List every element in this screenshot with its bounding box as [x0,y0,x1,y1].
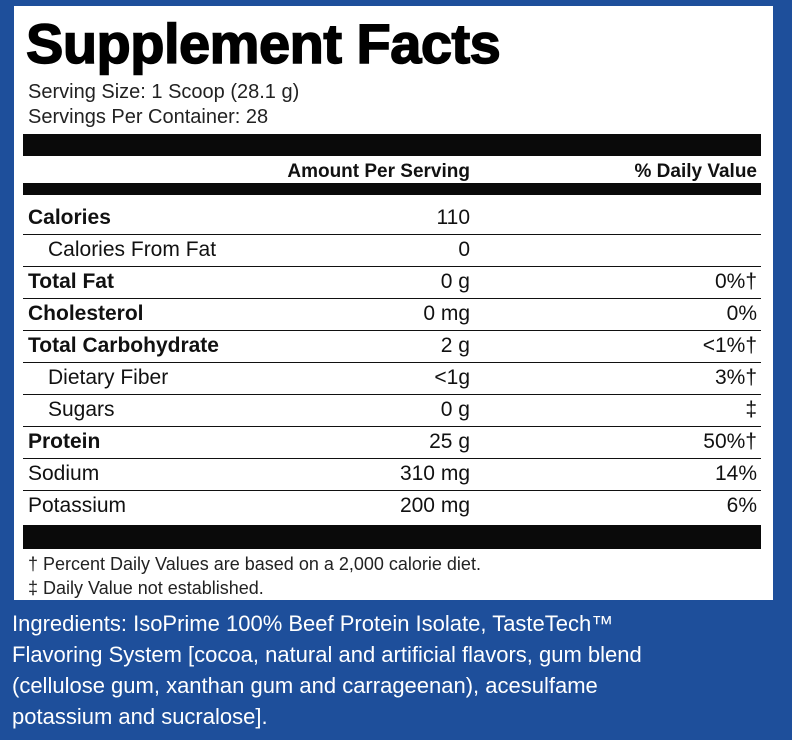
table-row: Protein 25 g 50%† [23,427,761,459]
nutrient-amount: 110 [436,206,470,229]
nutrient-daily-value: 6% [726,494,757,517]
nutrient-label: Potassium [28,494,127,517]
nutrient-daily-value: 3%† [714,366,757,389]
table-row: Total Fat 0 g 0%† [23,267,761,299]
nutrient-amount: 0 g [440,270,470,293]
amount-per-serving-header: Amount Per Serving [287,161,470,182]
panel-title: Supplement Facts [25,11,501,76]
table-row: Potassium 200 mg 6% [23,491,761,522]
ingredients-line: (cellulose gum, xanthan gum and carragee… [12,673,598,698]
nutrient-daily-value: 0%† [714,270,757,293]
ingredients-line: potassium and sucralose]. [12,704,268,729]
supplement-facts-panel: Supplement Facts Serving Size: 1 Scoop (… [14,6,773,600]
daily-value-header: % Daily Value [634,161,757,182]
nutrient-daily-value: ‡ [745,398,757,421]
nutrient-amount: <1g [434,366,470,389]
nutrient-amount: 0 g [440,398,470,421]
table-row: Sugars 0 g ‡ [23,395,761,427]
table-row: Total Carbohydrate 2 g <1%† [23,331,761,363]
servings-per-container: Servings Per Container: 28 [28,106,269,128]
nutrient-daily-value: 14% [714,462,757,485]
nutrient-label: Total Fat [28,270,114,293]
serving-info: Serving Size: 1 Scoop (28.1 g) Servings … [28,80,299,130]
table-row: Calories From Fat 0 [23,235,761,267]
nutrient-label: Calories From Fat [48,238,217,261]
nutrient-label: Total Carbohydrate [28,334,219,357]
table-row: Sodium 310 mg 14% [23,459,761,491]
nutrient-amount: 200 mg [399,494,470,517]
nutrient-amount: 0 [458,238,470,261]
footnotes: † Percent Daily Values are based on a 2,… [28,552,481,600]
header-divider-bar [23,183,761,195]
nutrient-label: Calories [28,206,111,229]
nutrient-daily-value: 0% [726,302,757,325]
footnote-double-dagger: ‡ Daily Value not established. [28,578,264,598]
bottom-divider-bar [23,525,761,549]
serving-size: Serving Size: 1 Scoop (28.1 g) [28,81,300,103]
nutrient-amount: 310 mg [399,462,470,485]
nutrient-amount: 2 g [440,334,470,357]
nutrient-label: Cholesterol [28,302,144,325]
nutrient-amount: 0 mg [423,302,470,325]
ingredients-line: Flavoring System [cocoa, natural and art… [12,642,642,667]
nutrient-label: Protein [28,430,101,453]
table-row: Calories 110 [23,203,761,235]
nutrient-label: Dietary Fiber [48,366,169,389]
top-divider-bar [23,134,761,156]
ingredients-line: Ingredients: IsoPrime 100% Beef Protein … [12,611,614,636]
nutrient-daily-value: 50%† [703,430,757,453]
nutrient-table: Calories 110 Calories From Fat 0 Total F… [23,203,761,522]
column-header-row: Amount Per Serving % Daily Value [23,158,761,183]
nutrient-daily-value: <1%† [702,334,757,357]
nutrient-amount: 25 g [429,430,470,453]
footnote-dagger: † Percent Daily Values are based on a 2,… [28,554,481,574]
ingredients-text: Ingredients: IsoPrime 100% Beef Protein … [12,608,782,732]
table-row: Cholesterol 0 mg 0% [23,299,761,331]
table-row: Dietary Fiber <1g 3%† [23,363,761,395]
nutrient-label: Sodium [28,462,100,485]
nutrient-label: Sugars [48,398,115,421]
